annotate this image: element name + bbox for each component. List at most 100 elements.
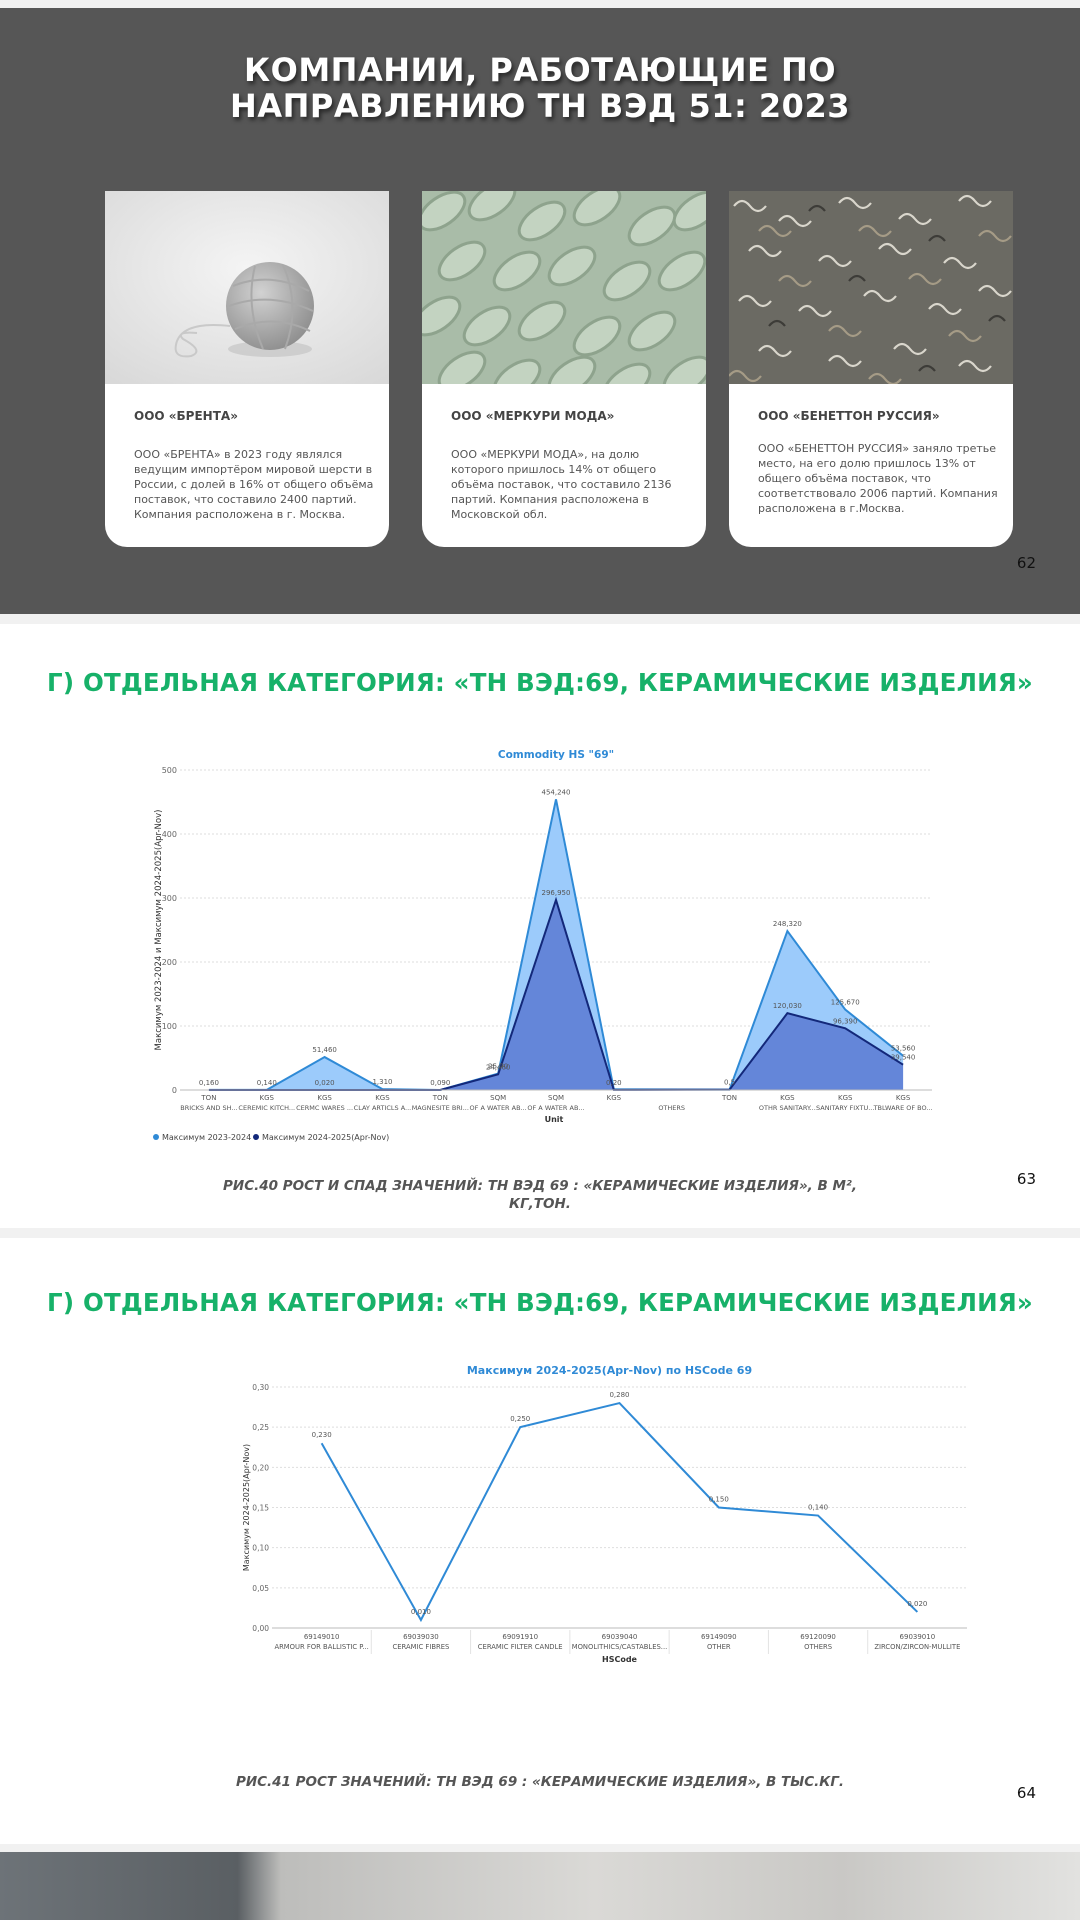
x-tick-code: 69091910	[502, 1633, 538, 1641]
slide-title: КОМПАНИИ, РАБОТАЮЩИЕ ПО НАПРАВЛЕНИЮ ТН В…	[0, 52, 1080, 124]
x-tick-label: MONOLITHICS/CASTABLES...	[572, 1643, 668, 1651]
x-tick-unit: KGS	[607, 1094, 622, 1102]
slide-64: Г) ОТДЕЛЬНАЯ КАТЕГОРИЯ: «ТН ВЭД:69, КЕРА…	[0, 1238, 1080, 1844]
data-label: 39,540	[891, 1054, 916, 1062]
x-tick-label: OTHR SANITARY...	[759, 1104, 816, 1112]
page-number: 64	[1016, 1784, 1036, 1802]
company-name: ООО «БЕНЕТТОН РУССИЯ»	[758, 409, 940, 423]
y-tick-label: 500	[162, 766, 177, 775]
x-tick-unit: KGS	[317, 1094, 332, 1102]
figure-caption: РИС.40 РОСТ И СПАД ЗНАЧЕНИЙ: ТН ВЭД 69 :…	[0, 1177, 1080, 1213]
x-tick-unit: TON	[721, 1094, 737, 1102]
data-label: 0,250	[510, 1415, 530, 1423]
x-tick-label: ARMOUR FOR BALLISTIC P...	[274, 1643, 368, 1651]
data-label: 248,320	[773, 920, 802, 928]
caption-line-1: РИС.40 РОСТ И СПАД ЗНАЧЕНИЙ: ТН ВЭД 69 :…	[223, 1178, 857, 1194]
y-tick-label: 0,30	[252, 1383, 269, 1392]
x-tick-label: CEREMIC KITCH...	[238, 1104, 295, 1112]
page-number: 62	[1016, 554, 1036, 572]
data-label: 454,240	[542, 788, 571, 796]
x-tick-unit: SQM	[548, 1094, 564, 1102]
x-tick-label: CERAMIC FILTER CANDLE	[478, 1643, 563, 1651]
data-label: 0,010	[411, 1608, 431, 1616]
x-tick-label: CLAY ARTICLS A...	[354, 1104, 412, 1112]
y-tick-label: 100	[162, 1022, 177, 1031]
figure-caption: РИС.41 РОСТ ЗНАЧЕНИЙ: ТН ВЭД 69 : «КЕРАМ…	[235, 1774, 845, 1790]
data-label: 96,390	[833, 1017, 858, 1025]
y-tick-label: 0,15	[252, 1504, 269, 1513]
x-tick-label: MAGNESITE BRI...	[412, 1104, 469, 1112]
data-label: 53,560	[891, 1045, 916, 1053]
x-tick-unit: KGS	[896, 1094, 911, 1102]
slide-title: Г) ОТДЕЛЬНАЯ КАТЕГОРИЯ: «ТН ВЭД:69, КЕРА…	[47, 1288, 1033, 1317]
company-card-merkuri-moda: ООО «МЕРКУРИ МОДА» ООО «МЕРКУРИ МОДА», н…	[422, 191, 706, 547]
raw-wool-photo	[729, 191, 1013, 384]
data-label: 0,5	[724, 1079, 735, 1087]
x-tick-label: SANITARY FIXTU...	[816, 1104, 874, 1112]
caption-line-2: КГ,ТОН.	[509, 1196, 571, 1212]
slide-62: КОМПАНИИ, РАБОТАЮЩИЕ ПО НАПРАВЛЕНИЮ ТН В…	[0, 8, 1080, 614]
x-tick-label: TBLWARE OF BO...	[873, 1104, 933, 1112]
y-tick-label: 0,25	[252, 1423, 269, 1432]
company-name: ООО «МЕРКУРИ МОДА»	[451, 409, 615, 423]
data-label: 0,20	[606, 1079, 622, 1087]
x-tick-code: 69149090	[701, 1633, 737, 1641]
x-tick-label: CERMC WARES ...	[296, 1104, 353, 1112]
series-line-1	[208, 799, 904, 1091]
green-knit-photo	[422, 191, 706, 384]
y-tick-label: 300	[162, 894, 177, 903]
y-tick-label: 400	[162, 830, 177, 839]
data-label: 0,160	[199, 1079, 219, 1087]
y-tick-label: 0,10	[252, 1544, 269, 1553]
y-axis-label: Максимум 2024-2025(Apr-Nov)	[242, 1444, 251, 1571]
company-description: ООО «БРЕНТА» в 2023 году являлся ведущим…	[134, 448, 374, 521]
company-description: ООО «МЕРКУРИ МОДА», на долю которого при…	[451, 448, 672, 521]
x-tick-unit: SQM	[490, 1094, 506, 1102]
data-label: 0,020	[315, 1079, 335, 1087]
legend-label: Максимум 2024-2025(Apr-Nov)	[262, 1133, 389, 1142]
data-label: 24,460	[486, 1063, 511, 1071]
data-label: 25,70	[488, 1063, 508, 1071]
legend-label: Максимум 2023-2024	[162, 1133, 251, 1142]
yarn-ball-photo	[105, 191, 389, 384]
x-tick-unit: KGS	[260, 1094, 275, 1102]
x-tick-label: ZIRCON/ZIRCON-MULLITE	[874, 1643, 960, 1651]
next-slide-preview	[0, 1852, 1080, 1920]
data-label: 296,950	[542, 889, 571, 897]
x-tick-label: CERAMIC FIBRES	[393, 1643, 450, 1651]
data-label: 0,140	[808, 1504, 828, 1512]
x-tick-unit: KGS	[375, 1094, 390, 1102]
legend-marker	[253, 1134, 259, 1140]
y-axis-label: Максимум 2023-2024 и Максимум 2024-2025(…	[154, 810, 164, 1051]
x-tick-code: 69039010	[900, 1633, 936, 1641]
company-name: ООО «БРЕНТА»	[134, 409, 238, 423]
x-tick-code: 69039030	[403, 1633, 439, 1641]
data-label: 0,230	[312, 1431, 332, 1439]
x-tick-code: 69039040	[602, 1633, 638, 1641]
x-tick-label: BRICKS AND SH...	[180, 1104, 237, 1112]
data-label: 0,140	[257, 1079, 277, 1087]
company-card-benetton-russia: ООО «БЕНЕТТОН РУССИЯ» ООО «БЕНЕТТОН РУСС…	[729, 191, 1013, 547]
x-tick-unit: TON	[200, 1094, 216, 1102]
slide-63: Г) ОТДЕЛЬНАЯ КАТЕГОРИЯ: «ТН ВЭД:69, КЕРА…	[0, 624, 1080, 1228]
legend-marker	[153, 1134, 159, 1140]
data-label: 0,150	[709, 1496, 729, 1504]
chart-title: Максимум 2024-2025(Apr-Nov) по HSCode 69	[467, 1364, 752, 1377]
series-area-2	[208, 899, 904, 1090]
data-label: 0,020	[907, 1600, 927, 1608]
x-tick-label: OTHERS	[658, 1104, 685, 1112]
x-tick-unit: KGS	[838, 1094, 853, 1102]
data-label: 0,090	[430, 1079, 450, 1087]
y-tick-label: 200	[162, 958, 177, 967]
data-label: 51,460	[312, 1046, 337, 1054]
y-tick-label: 0	[172, 1086, 177, 1095]
title-line-1: КОМПАНИИ, РАБОТАЮЩИЕ ПО	[243, 51, 837, 89]
y-tick-label: 0,05	[252, 1584, 269, 1593]
hscode-line-chart: Максимум 2024-2025(Apr-Nov) по HSCode 69…	[242, 1364, 967, 1664]
x-axis-label: HSCode	[602, 1655, 638, 1664]
x-tick-code: 69149010	[304, 1633, 340, 1641]
x-tick-unit: KGS	[780, 1094, 795, 1102]
commodity-area-chart: Commodity HS "69" 0 100 200 300 400 500 Максиму…	[153, 749, 933, 1142]
series-line	[320, 1401, 919, 1623]
data-label: 120,030	[773, 1002, 802, 1010]
